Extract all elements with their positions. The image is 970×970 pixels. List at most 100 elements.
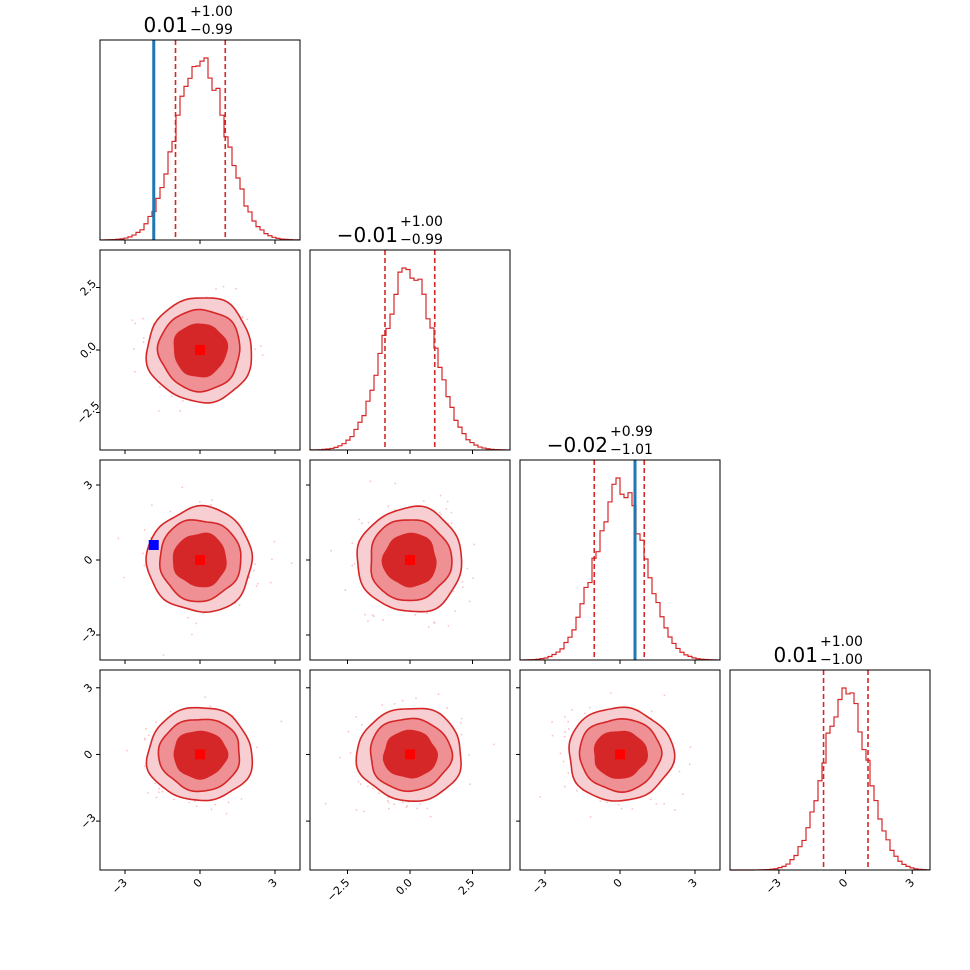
scatter-point [361, 522, 363, 525]
truth-marker-2-0 [148, 540, 159, 550]
x-tick-label: 3 [266, 876, 280, 890]
scatter-point [255, 585, 258, 587]
scatter-point [214, 803, 217, 806]
scatter-point [330, 549, 333, 552]
scatter-point [460, 733, 463, 736]
scatter-point [359, 783, 362, 785]
scatter-point [466, 567, 469, 570]
panel-frame-0-0 [99, 39, 301, 241]
scatter-point [461, 586, 464, 589]
scatter-point [678, 770, 681, 773]
scatter-point [222, 285, 225, 288]
scatter-point [454, 610, 457, 613]
scatter-point [150, 504, 153, 507]
scatter-point [142, 341, 145, 344]
plus-label-3: +1.00 [820, 634, 863, 650]
scatter-point [123, 576, 125, 579]
hist-0 [99, 57, 300, 241]
scatter-point [351, 564, 354, 567]
scatter-point [393, 702, 396, 705]
plus-label-1: +1.00 [400, 214, 443, 230]
scatter-point [344, 589, 347, 591]
scatter-point [461, 580, 464, 583]
frames-layer [96, 39, 931, 874]
scatter-point [440, 513, 442, 516]
scatter-point [215, 288, 217, 290]
scatter-point [663, 802, 666, 805]
scatter-point [427, 625, 430, 628]
panel-frame-3-3 [729, 669, 931, 871]
y-tick-label: 0 [81, 748, 95, 762]
scatter-point [372, 787, 375, 790]
scatter-point [401, 801, 404, 804]
scatter-point [422, 500, 425, 502]
scatter-point [254, 563, 256, 566]
scatter-point [551, 734, 554, 737]
scatter-point [381, 704, 384, 706]
scatter-point [469, 783, 471, 786]
scatter-point [393, 803, 395, 806]
scatter-point [439, 494, 442, 497]
scatter-point [460, 722, 462, 724]
scatter-point [210, 808, 213, 811]
x-tick-label: 2.5 [456, 876, 478, 898]
scatter-point [419, 803, 422, 805]
scatter-point [143, 765, 146, 768]
scatter-point [387, 801, 390, 804]
scatter-point [195, 805, 198, 807]
scatter-point [355, 809, 358, 811]
scatter-point [324, 802, 327, 805]
scatter-point [353, 562, 356, 565]
x-tick-label: 3 [686, 876, 700, 890]
scatter-point [209, 705, 212, 708]
scatter-point [141, 317, 144, 320]
scatter-point [181, 399, 184, 402]
scatter-point [426, 807, 429, 810]
scatter-point [452, 590, 455, 593]
scatter-point [347, 730, 350, 733]
scatter-point [387, 505, 390, 508]
scatter-point [372, 615, 375, 618]
median-marker-3-1 [405, 749, 415, 760]
median-marker-3-2 [615, 749, 625, 760]
scatter-point [349, 752, 352, 754]
scatter-point [133, 348, 135, 350]
minus-label-3: −1.00 [820, 652, 863, 668]
hist-3 [730, 687, 930, 871]
x-tick-label: 0 [611, 876, 625, 890]
scatter-point [190, 633, 193, 636]
scatter-point [589, 815, 592, 818]
scatter-point [143, 738, 146, 741]
scatter-point [227, 801, 230, 804]
scatter-point [179, 409, 182, 412]
scatter-point [280, 720, 283, 723]
scatter-point [252, 569, 255, 572]
hist-1 [309, 267, 510, 451]
scatter-point [240, 797, 243, 800]
scatter-point [447, 625, 450, 627]
scatter-point [154, 782, 157, 785]
scatter-point [416, 807, 419, 810]
scatter-point [650, 710, 653, 713]
scatter-point [567, 720, 570, 723]
scatter-point [211, 499, 213, 502]
scatter-point [415, 697, 417, 700]
scatter-point [450, 511, 453, 514]
scatter-point [225, 812, 228, 815]
scatter-point [254, 348, 256, 351]
scatter-point [246, 318, 249, 321]
scatter-point [468, 753, 470, 756]
scatter-point [235, 287, 237, 290]
scatter-point [259, 345, 262, 347]
scatter-point [401, 699, 404, 702]
scatter-point [204, 696, 207, 699]
scatter-point [143, 564, 146, 567]
median-label-1: −0.01 [337, 223, 398, 247]
x-tick-label: 0 [191, 876, 205, 890]
median-marker-2-1 [405, 555, 415, 565]
scatter-point [599, 800, 602, 803]
scatter-point [564, 731, 567, 733]
scatter-point [155, 721, 158, 724]
median-marker-2-0 [195, 555, 205, 565]
